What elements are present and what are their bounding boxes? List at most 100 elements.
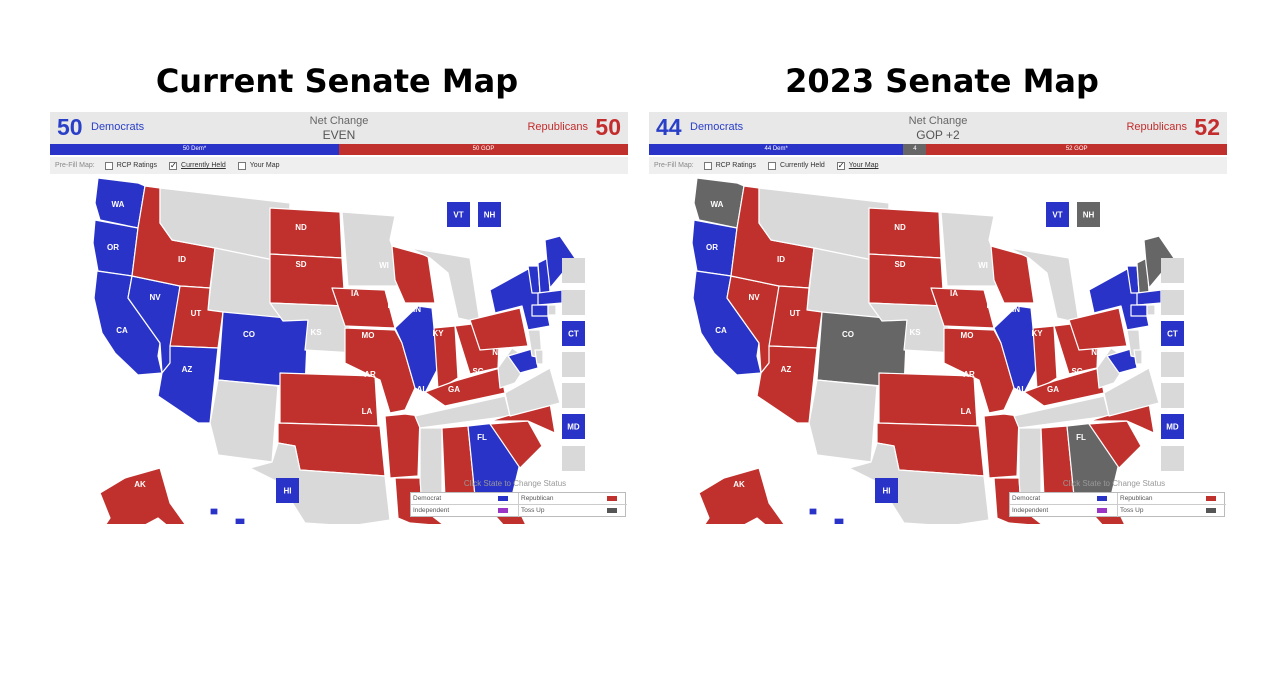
checkbox[interactable]: ✓: [169, 160, 178, 170]
state-label-ky: KY: [1031, 329, 1043, 338]
state-mi[interactable]: [409, 247, 481, 324]
senate-map-panel-2023: 44 Democrats Net Change GOP +2 Republica…: [649, 112, 1227, 524]
state-in[interactable]: [433, 325, 459, 391]
state-md[interactable]: [507, 347, 539, 374]
state-label-sd: SD: [295, 260, 306, 269]
state-ak[interactable]: [90, 467, 195, 524]
prefill-option-rcp-ratings[interactable]: RCP Ratings: [703, 161, 756, 170]
seat-balance-bar: 44 Dem* 4 52 GOP: [649, 144, 1227, 155]
state-ma[interactable]: [1136, 289, 1162, 306]
prefill-option-currently-held[interactable]: Currently Held: [768, 161, 825, 170]
state-box-nh[interactable]: [478, 202, 501, 227]
checkbox[interactable]: [703, 161, 712, 170]
prefill-option-rcp-ratings[interactable]: RCP Ratings: [104, 161, 158, 170]
state-nd[interactable]: [269, 207, 343, 259]
state-box-vt[interactable]: [1046, 202, 1069, 227]
panel-title: 2023 Senate Map: [785, 62, 1099, 100]
state-box-vt[interactable]: [447, 202, 470, 227]
state-ar[interactable]: [384, 413, 421, 479]
state-va[interactable]: [1103, 367, 1160, 417]
empty-state-box[interactable]: [562, 383, 585, 408]
state-label-ca: CA: [715, 326, 727, 335]
prefill-option-your-map[interactable]: Your Map: [237, 161, 280, 170]
state-ct[interactable]: [1130, 304, 1148, 317]
state-sd[interactable]: [269, 253, 346, 307]
checkbox[interactable]: [104, 161, 113, 170]
empty-state-box[interactable]: [562, 258, 585, 283]
state-box-hi[interactable]: [276, 478, 299, 503]
empty-state-box[interactable]: [562, 290, 585, 315]
state-az[interactable]: [756, 345, 818, 424]
state-nd[interactable]: [868, 207, 942, 259]
empty-state-box[interactable]: [562, 352, 585, 377]
state-ks[interactable]: [279, 372, 379, 427]
state-label-ak: AK: [134, 480, 146, 489]
state-sc[interactable]: [489, 420, 543, 469]
state-pa[interactable]: [1068, 307, 1128, 351]
legend-swatch: [607, 508, 617, 513]
state-in[interactable]: [1032, 325, 1058, 391]
empty-state-box[interactable]: [562, 446, 585, 471]
state-il[interactable]: [394, 305, 439, 394]
state-label-vt: VT: [1052, 211, 1062, 220]
state-de[interactable]: [534, 349, 544, 365]
state-md[interactable]: [1106, 347, 1138, 374]
prefill-label: Pre-Fill Map:: [55, 162, 95, 169]
state-tx[interactable]: [249, 442, 391, 524]
us-states-map[interactable]: WA OR CA NV ID UT AZ CO ND SD KS OK IA MO AR LA WI IL IN OH…: [50, 176, 628, 524]
state-label-nc: NC: [1091, 348, 1103, 357]
state-ar[interactable]: [983, 413, 1020, 479]
state-label-mo: MO: [961, 331, 974, 340]
prefill-option-your-map[interactable]: ✓ Your Map: [836, 160, 879, 170]
click-state-hint: Click State to Change Status: [1062, 479, 1166, 488]
empty-state-box[interactable]: [1161, 290, 1184, 315]
state-nm[interactable]: [808, 379, 878, 463]
state-pa[interactable]: [469, 307, 529, 351]
state-label-md: MD: [1166, 423, 1179, 432]
legend-tossup: Toss Up: [1118, 505, 1226, 517]
state-az[interactable]: [157, 345, 219, 424]
state-ct[interactable]: [531, 304, 549, 317]
legend-label: Democrat: [413, 495, 442, 502]
prefill-option-currently-held[interactable]: ✓ Currently Held: [169, 160, 226, 170]
checkbox[interactable]: ✓: [836, 160, 845, 170]
state-ri[interactable]: [547, 304, 557, 316]
state-label-co: CO: [243, 330, 255, 339]
empty-state-box[interactable]: [1161, 258, 1184, 283]
checkbox[interactable]: [768, 161, 777, 170]
state-box-md[interactable]: [562, 414, 585, 439]
state-sc[interactable]: [1088, 420, 1142, 469]
state-de[interactable]: [1133, 349, 1143, 365]
state-box-nh[interactable]: [1077, 202, 1100, 227]
state-box-md[interactable]: [1161, 414, 1184, 439]
us-states-map[interactable]: WA OR CA NV ID UT AZ CO ND SD KS OK IA MO AR LA WI IL IN OH…: [649, 176, 1227, 524]
state-mi[interactable]: [1008, 247, 1080, 324]
state-label-ny: NY: [1099, 255, 1111, 264]
state-box-hi[interactable]: [875, 478, 898, 503]
state-ak[interactable]: [689, 467, 794, 524]
state-box-ct[interactable]: [1161, 321, 1184, 346]
prefill-map-bar: Pre-Fill Map: RCP Ratings ✓ Currently Hel…: [50, 157, 628, 174]
state-nm[interactable]: [209, 379, 279, 463]
state-sd[interactable]: [868, 253, 945, 307]
state-hi[interactable]: [808, 507, 869, 524]
empty-state-box[interactable]: [1161, 352, 1184, 377]
state-label-nd: ND: [295, 223, 307, 232]
empty-state-box[interactable]: [1161, 383, 1184, 408]
checkbox[interactable]: [237, 161, 246, 170]
state-il[interactable]: [993, 305, 1038, 394]
state-box-ct[interactable]: [562, 321, 585, 346]
state-ma[interactable]: [537, 289, 563, 306]
prefill-option-label: RCP Ratings: [116, 162, 158, 169]
state-va[interactable]: [504, 367, 561, 417]
state-label-ca: CA: [116, 326, 128, 335]
state-label-nh: NH: [1083, 211, 1095, 220]
state-label-hi: HI: [284, 487, 292, 496]
legend-swatch: [498, 508, 508, 513]
state-ks[interactable]: [878, 372, 978, 427]
state-ri[interactable]: [1146, 304, 1156, 316]
state-tx[interactable]: [848, 442, 990, 524]
state-hi[interactable]: [209, 507, 270, 524]
empty-state-box[interactable]: [1161, 446, 1184, 471]
legend-label: Democrat: [1012, 495, 1041, 502]
